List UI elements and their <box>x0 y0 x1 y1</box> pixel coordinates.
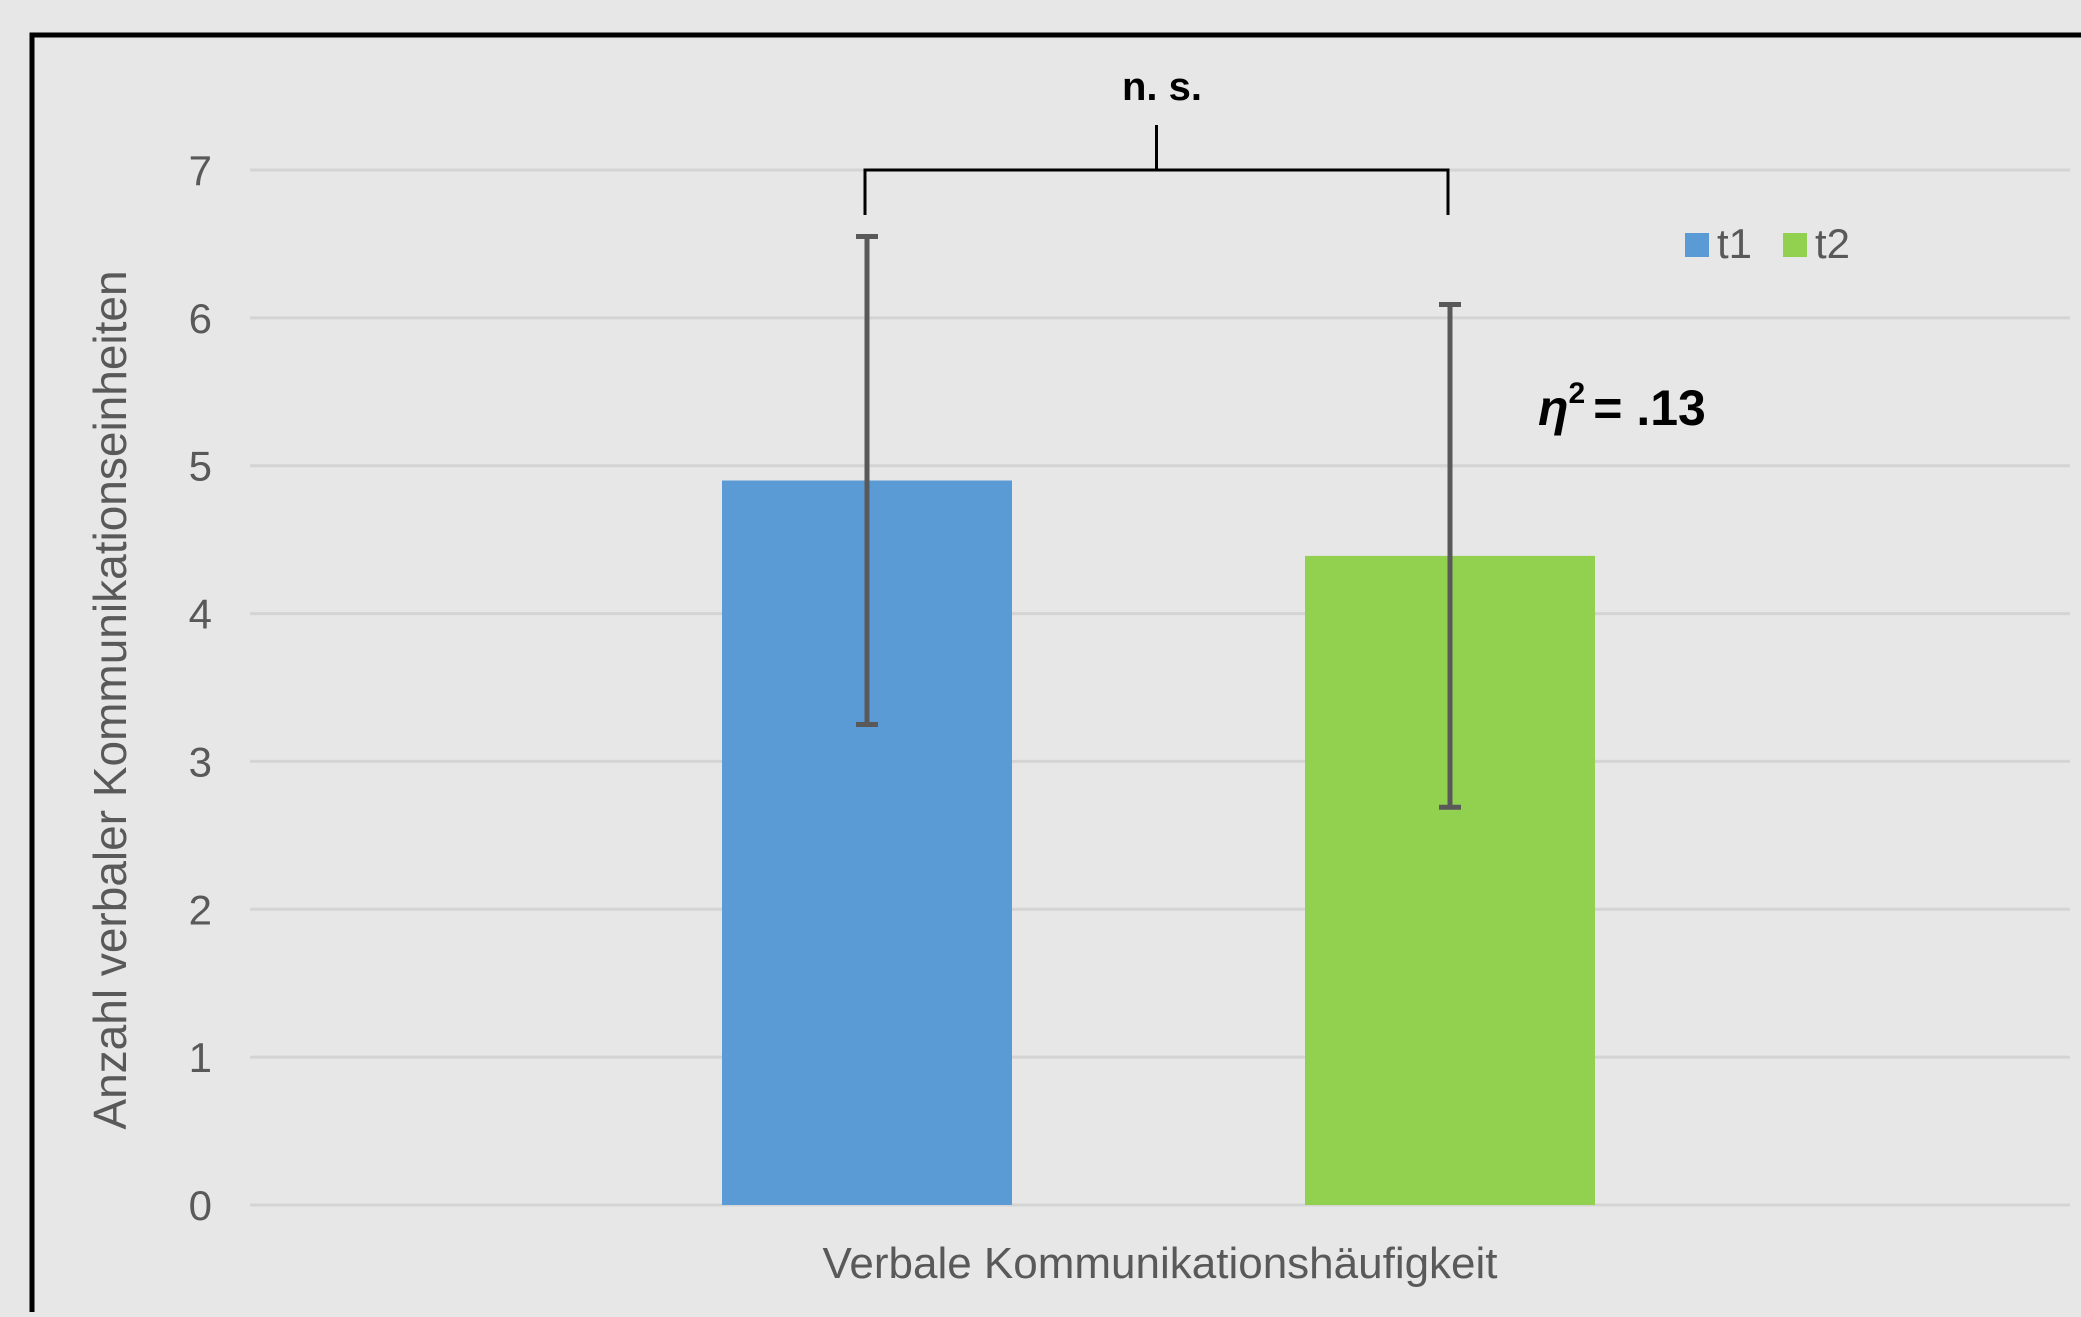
y-tick-label: 3 <box>189 738 212 785</box>
significance-label: n. s. <box>1122 65 1202 109</box>
gridlines <box>250 168 2070 1207</box>
effect-size-value: = .13 <box>1593 380 1706 436</box>
y-tick-label: 5 <box>189 443 212 490</box>
legend-swatch-t1 <box>1685 233 1709 257</box>
effect-size-annotation: η2 = .13 <box>1538 377 1706 436</box>
x-category-labels: Verbale Kommunikationshäufigkeit <box>822 1239 1497 1288</box>
legend: t1 t2 <box>1685 220 1850 267</box>
effect-size-symbol: η <box>1538 380 1569 436</box>
y-tick-labels: 0 1 2 3 4 5 6 7 <box>189 147 212 1229</box>
y-tick-label: 2 <box>189 886 212 933</box>
y-axis-label: Anzahl verbaler Kommunikationseinheiten <box>84 270 136 1129</box>
y-tick-label: 6 <box>189 295 212 342</box>
legend-label-t2: t2 <box>1815 220 1850 267</box>
x-category-label: Verbale Kommunikationshäufigkeit <box>822 1239 1497 1288</box>
y-tick-label: 0 <box>189 1182 212 1229</box>
y-tick-label: 4 <box>189 591 212 638</box>
legend-swatch-t2 <box>1783 233 1807 257</box>
y-tick-label: 7 <box>189 147 212 194</box>
effect-size-label: η2 = .13 <box>1538 377 1706 436</box>
significance-bracket <box>863 125 1450 215</box>
legend-label-t1: t1 <box>1717 220 1752 267</box>
chart-border <box>29 32 2081 1317</box>
y-tick-label: 1 <box>189 1034 212 1081</box>
effect-size-exponent: 2 <box>1569 377 1586 410</box>
error-bars <box>856 234 1461 810</box>
